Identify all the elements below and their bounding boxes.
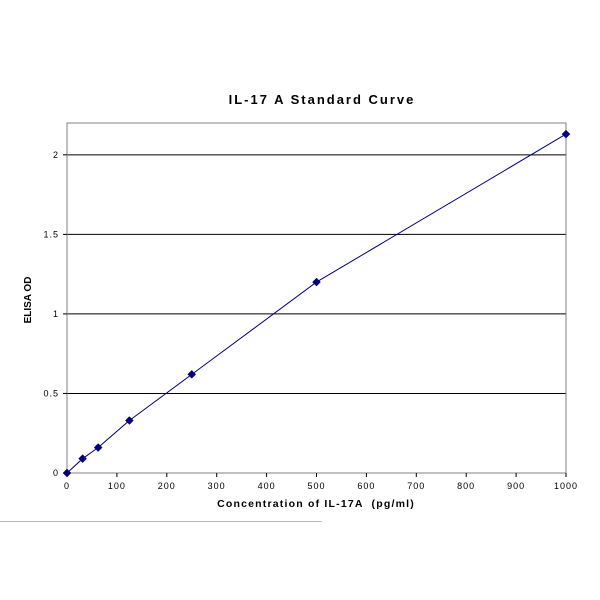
x-axis-label: Concentration of IL-17A (pg/ml) [217, 498, 415, 510]
x-tick-label: 600 [357, 481, 375, 491]
data-point [312, 277, 321, 287]
data-point [93, 443, 103, 452]
x-tick-label: 300 [208, 481, 226, 491]
y-tick-label: 1.5 [43, 229, 59, 239]
y-axis-label: ELISA OD [23, 277, 34, 324]
plot-area [66, 122, 567, 474]
x-tick-label: 200 [158, 481, 176, 491]
data-point [187, 370, 197, 379]
y-tick-label: 0 [53, 468, 59, 478]
divider-line [0, 521, 322, 522]
x-tick-label: 400 [258, 481, 276, 491]
gridlines [67, 154, 566, 394]
data-point [78, 454, 87, 464]
data-point [62, 468, 72, 478]
y-axis-ticks: 0 0.5 1 1.5 2 [43, 150, 67, 478]
series-layer [62, 129, 571, 478]
y-tick-label: 2 [53, 150, 59, 160]
x-tick-label: 0 [64, 481, 70, 491]
data-point [125, 416, 134, 425]
x-tick-label: 700 [407, 481, 425, 491]
x-tick-label: 100 [108, 481, 126, 491]
x-tick-label: 800 [457, 481, 475, 491]
x-tick-label: 900 [507, 481, 525, 491]
series-line [66, 133, 567, 474]
data-point [561, 129, 571, 139]
chart-title: IL-17 A Standard Curve [229, 92, 416, 107]
x-tick-label: 1000 [554, 481, 578, 491]
y-tick-label: 1 [53, 309, 59, 319]
x-axis-ticks: 0 100 200 300 400 500 600 700 800 900 1000 [64, 473, 578, 491]
y-tick-label: 0.5 [43, 388, 59, 398]
x-tick-label: 500 [307, 481, 325, 491]
